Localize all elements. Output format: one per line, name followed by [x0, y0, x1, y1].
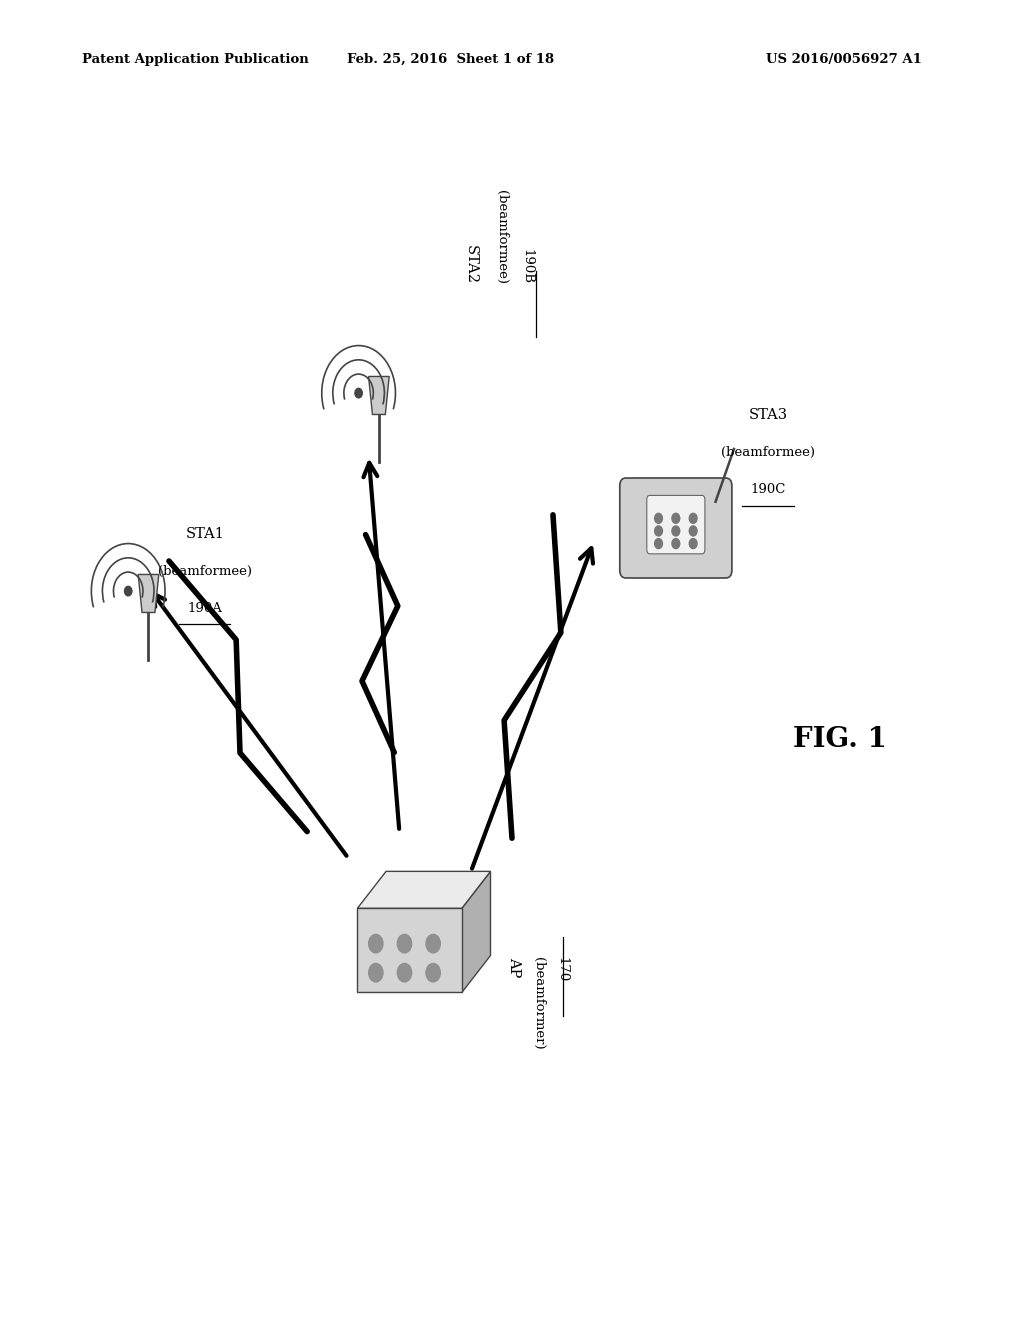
Circle shape	[654, 525, 663, 536]
Text: US 2016/0056927 A1: US 2016/0056927 A1	[766, 53, 922, 66]
Text: STA3: STA3	[749, 408, 787, 422]
Circle shape	[672, 539, 680, 549]
Circle shape	[369, 964, 383, 982]
Circle shape	[355, 388, 362, 397]
Circle shape	[689, 539, 697, 549]
Circle shape	[369, 935, 383, 953]
Circle shape	[672, 513, 680, 523]
Text: 190A: 190A	[187, 602, 222, 615]
Circle shape	[689, 513, 697, 523]
Text: 190C: 190C	[751, 483, 785, 496]
Text: 190B: 190B	[521, 248, 534, 284]
Text: (beamformee): (beamformee)	[496, 190, 508, 284]
Circle shape	[654, 539, 663, 549]
Text: (beamformer): (beamformer)	[532, 957, 546, 1049]
FancyBboxPatch shape	[620, 478, 732, 578]
Circle shape	[426, 964, 440, 982]
Circle shape	[654, 513, 663, 523]
Text: (beamformee): (beamformee)	[721, 446, 815, 459]
Text: 170: 170	[555, 957, 568, 982]
Text: (beamformee): (beamformee)	[158, 565, 252, 578]
Circle shape	[672, 525, 680, 536]
Polygon shape	[357, 908, 462, 993]
Polygon shape	[369, 376, 389, 414]
Text: Patent Application Publication: Patent Application Publication	[82, 53, 308, 66]
Text: STA1: STA1	[185, 527, 224, 541]
Text: AP: AP	[507, 957, 521, 977]
Text: Feb. 25, 2016  Sheet 1 of 18: Feb. 25, 2016 Sheet 1 of 18	[347, 53, 554, 66]
Circle shape	[397, 964, 412, 982]
Polygon shape	[357, 871, 490, 908]
Circle shape	[397, 935, 412, 953]
Polygon shape	[138, 574, 159, 612]
Circle shape	[689, 525, 697, 536]
Circle shape	[125, 586, 132, 595]
Text: STA2: STA2	[464, 244, 478, 284]
Text: FIG. 1: FIG. 1	[793, 726, 887, 752]
Circle shape	[426, 935, 440, 953]
Polygon shape	[462, 871, 490, 993]
FancyBboxPatch shape	[647, 495, 705, 554]
